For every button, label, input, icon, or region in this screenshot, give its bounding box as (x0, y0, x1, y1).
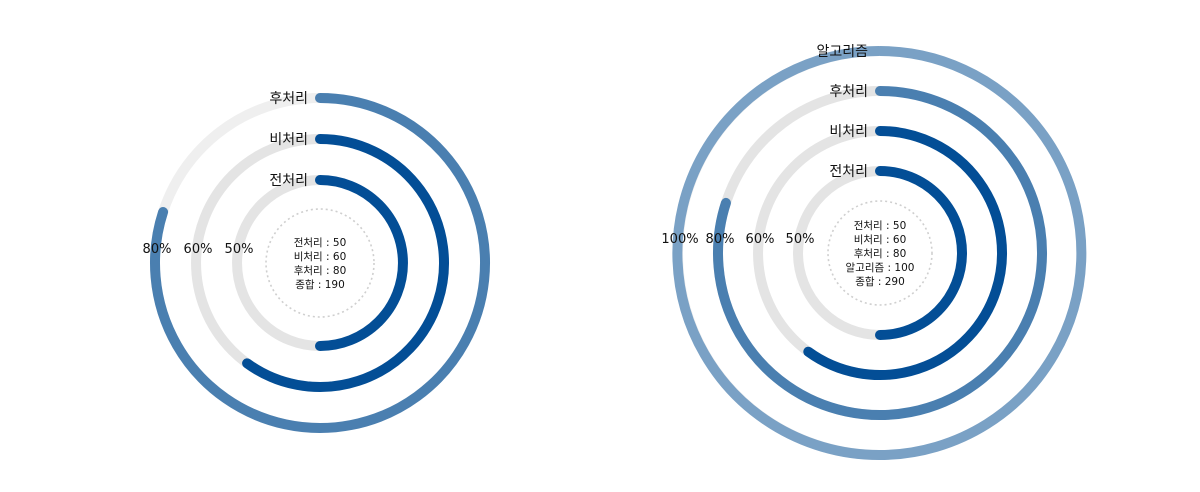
series-label-2: 비처리 (269, 132, 308, 148)
value-arc-3 (150, 93, 490, 433)
value-arc-3 (713, 86, 1047, 420)
summary-line-1: 전처리 : 50 (854, 220, 907, 232)
summary-line-3: 후처리 : 80 (854, 248, 907, 260)
track-arc-1 (793, 166, 885, 340)
series-label-1: 전처리 (269, 173, 308, 189)
summary-line-4: 알고리즘 : 100 (846, 262, 915, 274)
series-label-3: 후처리 (829, 84, 868, 100)
percent-label-4: 100% (661, 232, 698, 247)
summary-line-2: 비처리 : 60 (294, 251, 347, 263)
summary-line-1: 전처리 : 50 (294, 237, 347, 249)
value-arc-2 (803, 126, 1007, 380)
series-label-3: 후처리 (269, 91, 308, 107)
radial-chart-right: 전처리 비처리 후처리 알고리즘 50% 60% 80% 100% 전처리 : 50 비처리 : … (661, 44, 1087, 460)
percent-label-2: 60% (746, 232, 775, 247)
percent-label-3: 80% (143, 242, 172, 257)
percent-label-1: 50% (786, 232, 815, 247)
track-arc-4 (673, 46, 885, 460)
value-arc-2 (242, 134, 449, 392)
track-arc-1 (232, 175, 325, 351)
summary-line-4: 종합 : 190 (295, 279, 345, 291)
summary-line-3: 후처리 : 80 (294, 265, 347, 277)
value-arc-1 (875, 166, 967, 340)
series-label-1: 전처리 (829, 164, 868, 180)
radial-chart-left: 전처리 비처리 후처리 50% 60% 80% 전처리 : 50 비처리 : 60 후처리 : … (143, 91, 490, 433)
percent-label-1: 50% (225, 242, 254, 257)
value-arc-1 (315, 175, 408, 351)
series-label-4: 알고리즘 (816, 44, 868, 60)
percent-label-3: 80% (706, 232, 735, 247)
percent-label-2: 60% (184, 242, 213, 257)
summary-line-2: 비처리 : 60 (854, 234, 907, 246)
series-label-2: 비처리 (829, 124, 868, 140)
value-arc-4 (672, 46, 1087, 460)
center-summary-circle (827, 200, 933, 306)
center-summary-circle (265, 208, 375, 318)
summary-line-5: 종합 : 290 (855, 276, 905, 288)
